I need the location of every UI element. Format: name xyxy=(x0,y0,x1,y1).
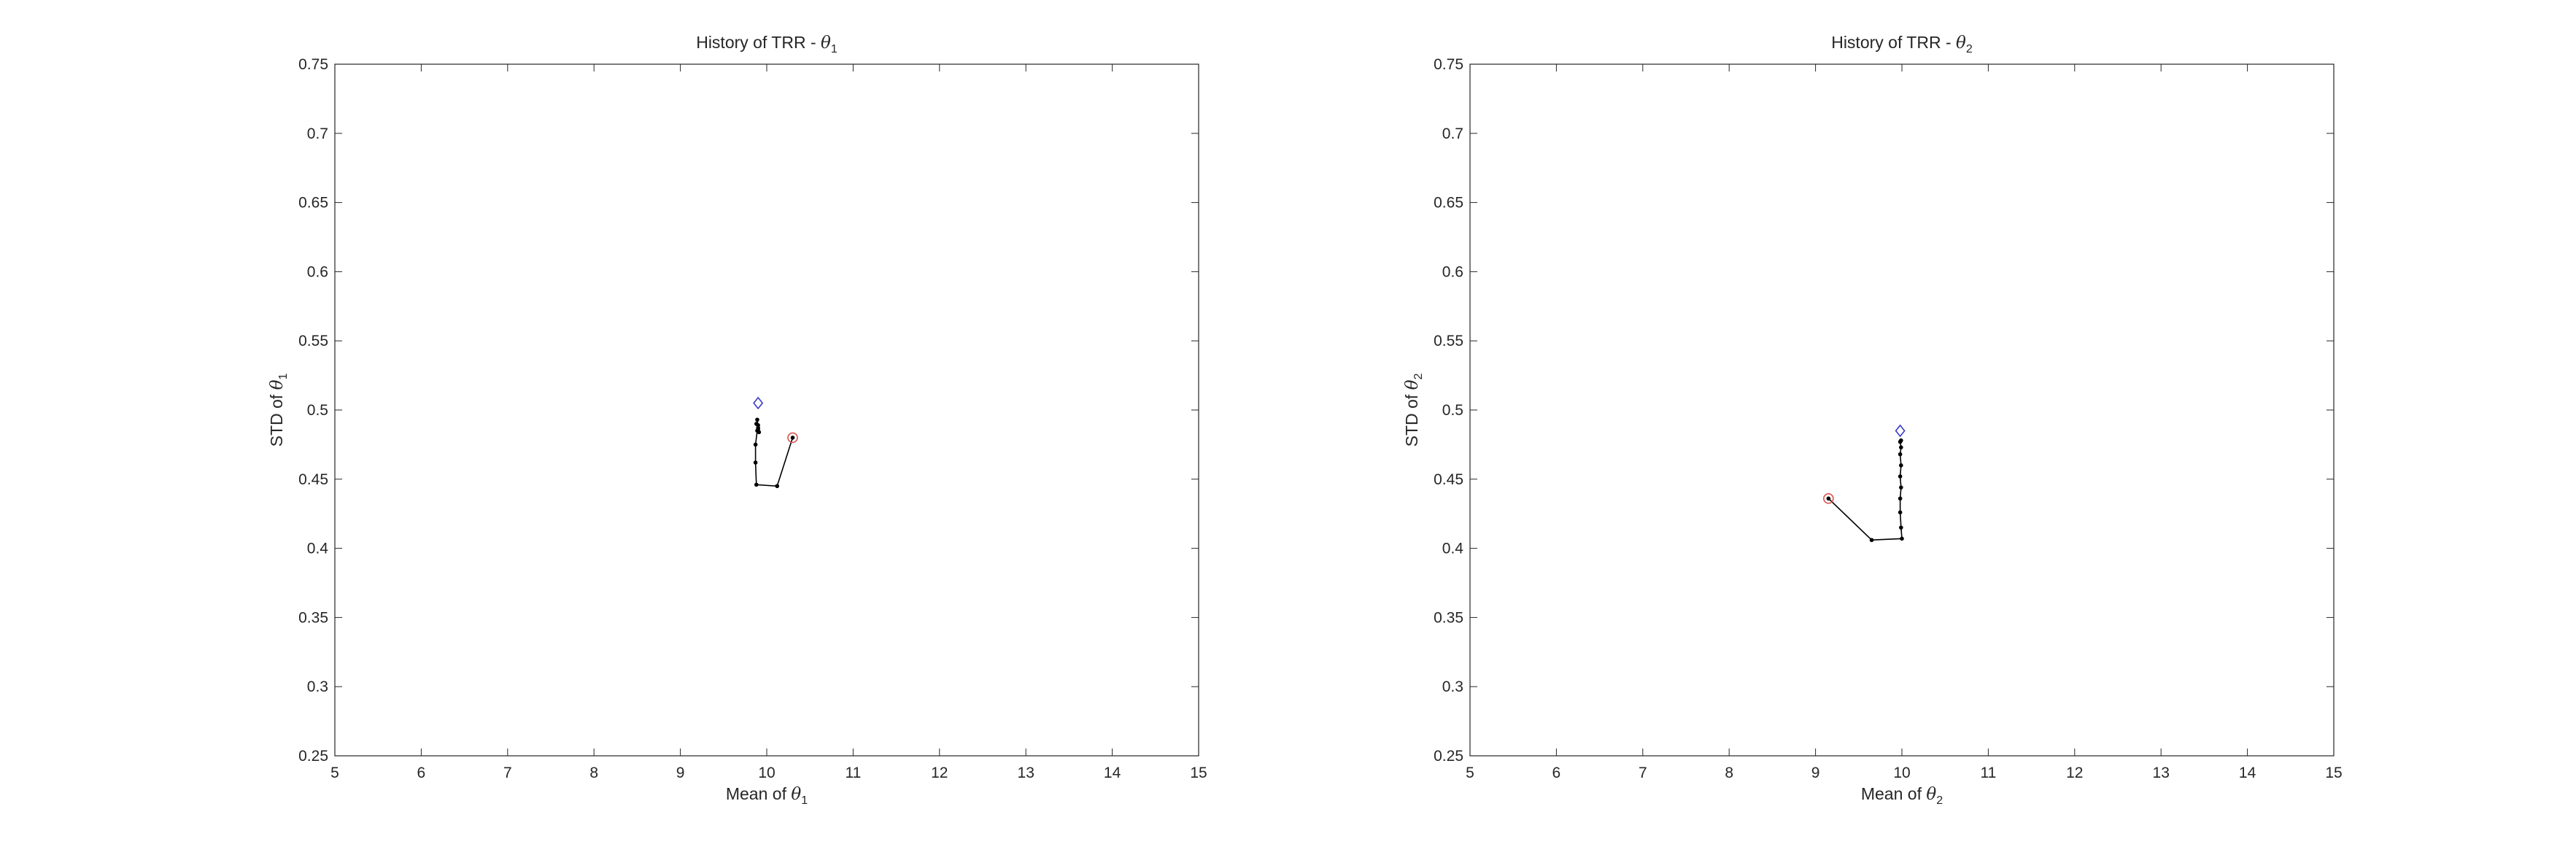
chart-title-subscript: 2 xyxy=(1966,43,1973,55)
data-point xyxy=(753,442,758,447)
plot-area xyxy=(334,63,1199,757)
chart-title: History of TRR - θ1 xyxy=(696,33,838,55)
y-tick-label: 0.75 xyxy=(1434,56,1463,73)
y-tick-label: 0.3 xyxy=(307,678,328,695)
data-point xyxy=(757,430,762,435)
x-axis-title-subscript: 1 xyxy=(801,794,808,807)
y-tick-label: 0.75 xyxy=(298,56,328,73)
x-tick-label: 14 xyxy=(2239,765,2256,781)
data-point xyxy=(1899,463,1903,468)
y-tick-label: 0.65 xyxy=(298,195,328,212)
x-axis-title-subscript: 2 xyxy=(1936,794,1943,807)
x-tick-label: 14 xyxy=(1104,765,1121,781)
y-axis-title-prefix: STD of xyxy=(1402,390,1421,446)
data-point xyxy=(1899,525,1903,530)
y-axis-title-symbol: θ xyxy=(1403,379,1422,390)
y-axis-title-symbol: θ xyxy=(268,379,287,390)
data-point xyxy=(1899,445,1903,449)
y-tick-label: 0.4 xyxy=(307,541,329,557)
data-point xyxy=(790,436,795,440)
x-tick-label: 8 xyxy=(1725,765,1733,781)
y-tick-label: 0.7 xyxy=(307,125,328,142)
x-tick-label: 12 xyxy=(931,765,948,781)
x-tick-label: 5 xyxy=(1466,765,1474,781)
x-tick-label: 13 xyxy=(1018,765,1034,781)
y-axis-title: STD of θ2 xyxy=(1402,374,1425,447)
x-tick-label: 11 xyxy=(845,765,861,781)
x-tick-label: 12 xyxy=(2066,765,2083,781)
x-tick-label: 7 xyxy=(503,765,512,781)
y-tick-label: 0.55 xyxy=(1434,333,1463,349)
y-tick-label: 0.7 xyxy=(1442,125,1463,142)
end-marker xyxy=(753,396,764,410)
x-axis-title-prefix: Mean of xyxy=(726,784,792,803)
x-tick-label: 15 xyxy=(2325,765,2342,781)
y-tick-label: 0.25 xyxy=(1434,748,1463,765)
y-axis-title-prefix: STD of xyxy=(267,390,286,446)
y-tick-label: 0.35 xyxy=(298,609,328,626)
y-tick-label: 0.55 xyxy=(298,333,328,349)
x-tick-label: 10 xyxy=(1893,765,1910,781)
data-point xyxy=(1899,485,1903,490)
x-axis-title-prefix: Mean of xyxy=(1861,784,1927,803)
chart-title-symbol: θ xyxy=(1956,34,1966,53)
y-tick-label: 0.6 xyxy=(1442,263,1463,280)
data-point xyxy=(755,417,759,422)
x-tick-label: 13 xyxy=(2153,765,2170,781)
y-tick-label: 0.6 xyxy=(307,263,328,280)
x-tick-label: 15 xyxy=(1190,765,1207,781)
x-tick-label: 5 xyxy=(330,765,339,781)
y-tick-label: 0.45 xyxy=(1434,471,1463,488)
data-point xyxy=(754,482,759,487)
y-tick-label: 0.3 xyxy=(1442,678,1463,695)
chart-title-prefix: History of TRR - xyxy=(696,33,821,52)
chart-title-symbol: θ xyxy=(821,34,831,53)
data-point xyxy=(1869,538,1874,543)
data-point xyxy=(1898,474,1903,479)
data-point xyxy=(1826,496,1831,501)
x-axis-title-symbol: θ xyxy=(1926,785,1936,804)
y-tick-label: 0.4 xyxy=(1442,541,1464,557)
plot-area xyxy=(1469,63,2335,757)
chart-panel-1: 5 6 7 8 9 10 11 12 13 14 150.250.30.350.40.450.50.… xyxy=(267,33,1207,807)
x-tick-label: 10 xyxy=(758,765,775,781)
x-axis-title: Mean of θ1 xyxy=(726,784,808,807)
y-tick-label: 0.65 xyxy=(1434,195,1463,212)
x-tick-label: 9 xyxy=(676,765,685,781)
data-point xyxy=(1899,438,1903,443)
data-point xyxy=(754,422,759,426)
x-axis-title-symbol: θ xyxy=(791,785,801,804)
chart-title: History of TRR - θ2 xyxy=(1831,33,1973,55)
x-tick-label: 11 xyxy=(1980,765,1996,781)
chart-title-prefix: History of TRR - xyxy=(1831,33,1956,52)
start-marker xyxy=(1823,493,1834,504)
y-tick-label: 0.5 xyxy=(1442,402,1463,419)
data-point xyxy=(1898,510,1903,515)
chart-title-subscript: 1 xyxy=(831,43,838,55)
data-point xyxy=(753,460,758,465)
y-axis-title-subscript: 1 xyxy=(277,374,290,380)
data-point xyxy=(756,425,760,430)
x-tick-label: 8 xyxy=(589,765,598,781)
y-tick-label: 0.45 xyxy=(298,471,328,488)
chart-panel-2: 5 6 7 8 9 10 11 12 13 14 15 0.25 0.3 0.35 0.4 0.45 0.5 0.… xyxy=(1402,33,2343,807)
y-axis-title-subscript: 2 xyxy=(1412,374,1425,380)
y-tick-label: 0.5 xyxy=(307,402,328,419)
data-point xyxy=(1898,452,1903,457)
y-tick-label: 0.25 xyxy=(298,748,328,765)
x-tick-label: 6 xyxy=(1552,765,1561,781)
data-point xyxy=(775,484,780,489)
end-marker xyxy=(1895,424,1906,438)
y-tick-label: 0.35 xyxy=(1434,609,1463,626)
x-axis-title: Mean of θ2 xyxy=(1861,784,1943,807)
x-tick-label: 6 xyxy=(417,765,426,781)
data-point xyxy=(1898,496,1903,501)
start-marker xyxy=(787,432,798,444)
data-point xyxy=(1900,536,1904,541)
y-axis-title: STD of θ1 xyxy=(267,374,290,447)
x-tick-label: 9 xyxy=(1811,765,1820,781)
x-tick-label: 7 xyxy=(1639,765,1647,781)
